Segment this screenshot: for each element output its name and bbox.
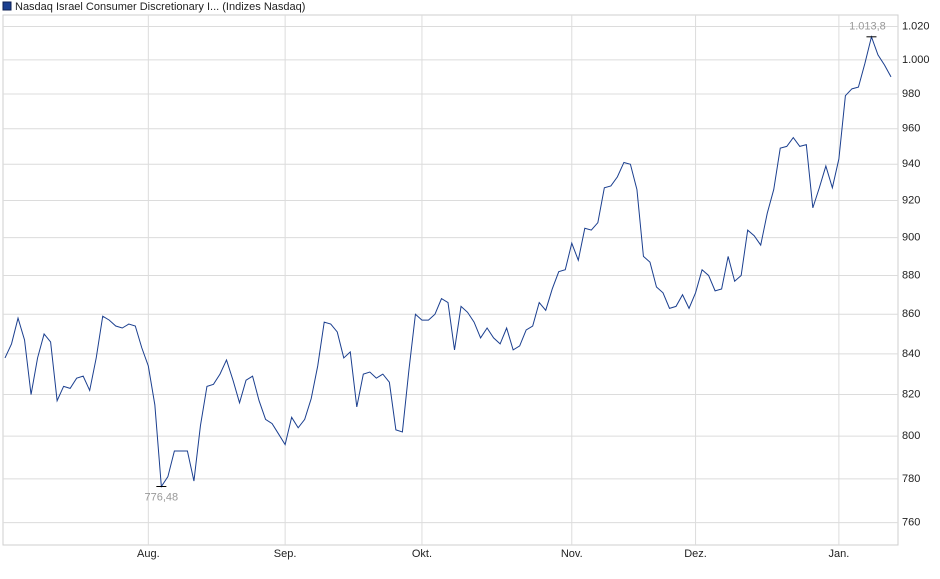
y-tick-label: 920 xyxy=(902,194,920,206)
plot-frame xyxy=(2,14,899,546)
y-tick-label: 900 xyxy=(902,231,920,243)
y-tick-label: 800 xyxy=(902,430,920,442)
value-label: 776,48 xyxy=(145,491,179,503)
y-tick-label: 760 xyxy=(902,517,920,529)
y-tick-label: 980 xyxy=(902,88,920,100)
x-tick-label: Aug. xyxy=(137,548,160,560)
x-tick-label: Sep. xyxy=(274,548,297,560)
y-tick-label: 880 xyxy=(902,269,920,281)
value-label: 1.013,8 xyxy=(849,21,886,33)
price-line xyxy=(4,35,892,488)
y-tick-label: 780 xyxy=(902,473,920,485)
legend-swatch xyxy=(2,1,12,11)
y-tick-label: 940 xyxy=(902,158,920,170)
y-tick-label: 840 xyxy=(902,348,920,360)
x-tick-label: Dez. xyxy=(684,548,707,560)
x-tick-label: Nov. xyxy=(561,548,583,560)
y-tick-label: 960 xyxy=(902,123,920,135)
x-tick-label: Jan. xyxy=(828,548,849,560)
y-tick-label: 1.000 xyxy=(902,54,930,66)
y-tick-label: 860 xyxy=(902,308,920,320)
x-tick-label: Okt. xyxy=(412,548,432,560)
legend-label: Nasdaq Israel Consumer Discretionary I..… xyxy=(15,1,305,13)
y-tick-label: 1.020 xyxy=(902,20,930,32)
y-tick-label: 820 xyxy=(902,388,920,400)
